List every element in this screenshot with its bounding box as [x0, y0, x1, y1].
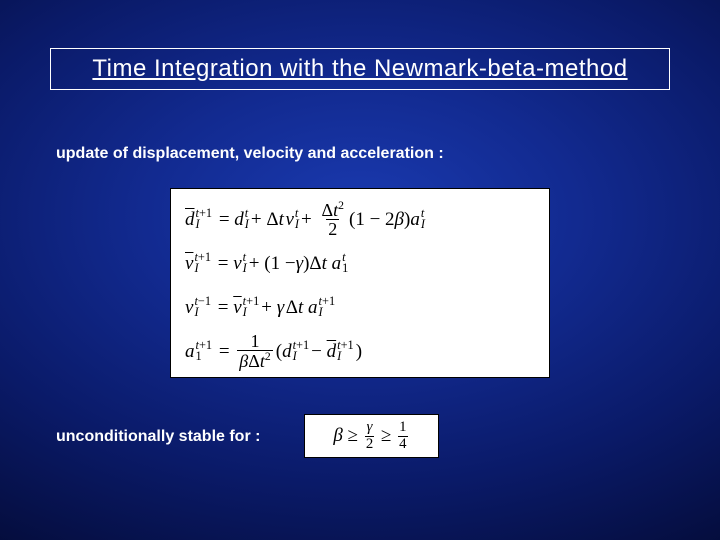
- subtitle-stable: unconditionally stable for :: [56, 428, 260, 446]
- equation-stability: β ≥ γ2 ≥ 14: [304, 414, 439, 458]
- equation-velocity-predictor: vt+1I = vtI + (1 − γ)Δt at1: [185, 241, 535, 285]
- slide: Time Integration with the Newmark-beta-m…: [0, 0, 720, 540]
- subtitle-update: update of displacement, velocity and acc…: [56, 145, 444, 163]
- equations-main: dt+1I = dtI + Δt vtI + Δt22 (1 − 2β)atI …: [170, 188, 550, 378]
- equation-velocity-corrector: vt−1I = vt+1I + γ Δt at+1I: [185, 285, 535, 329]
- slide-title: Time Integration with the Newmark-beta-m…: [92, 55, 627, 82]
- equation-acceleration: at+11 = 1βΔt2 (dt+1I − dt+1I): [185, 329, 535, 373]
- equation-displacement: dt+1I = dtI + Δt vtI + Δt22 (1 − 2β)atI: [185, 197, 535, 241]
- title-box: Time Integration with the Newmark-beta-m…: [50, 48, 670, 90]
